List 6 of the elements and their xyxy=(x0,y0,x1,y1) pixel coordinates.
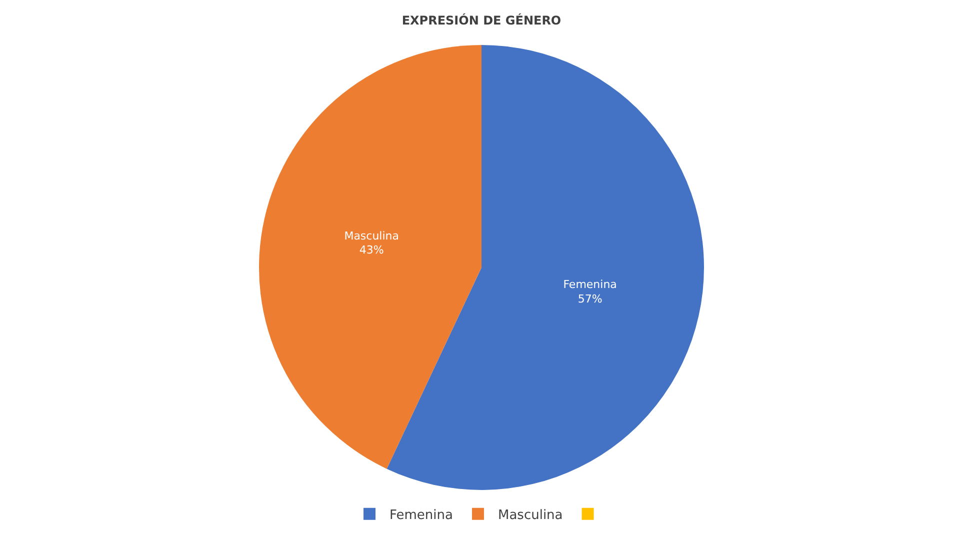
legend-label: Femenina xyxy=(390,508,453,523)
data-label: Masculina 43% xyxy=(344,229,400,257)
chart-title: EXPRESIÓN DE GÉNERO xyxy=(402,12,562,28)
legend-label: Masculina xyxy=(498,508,563,523)
pie-slice xyxy=(259,45,482,469)
data-label: Femenina 57% xyxy=(563,278,617,306)
